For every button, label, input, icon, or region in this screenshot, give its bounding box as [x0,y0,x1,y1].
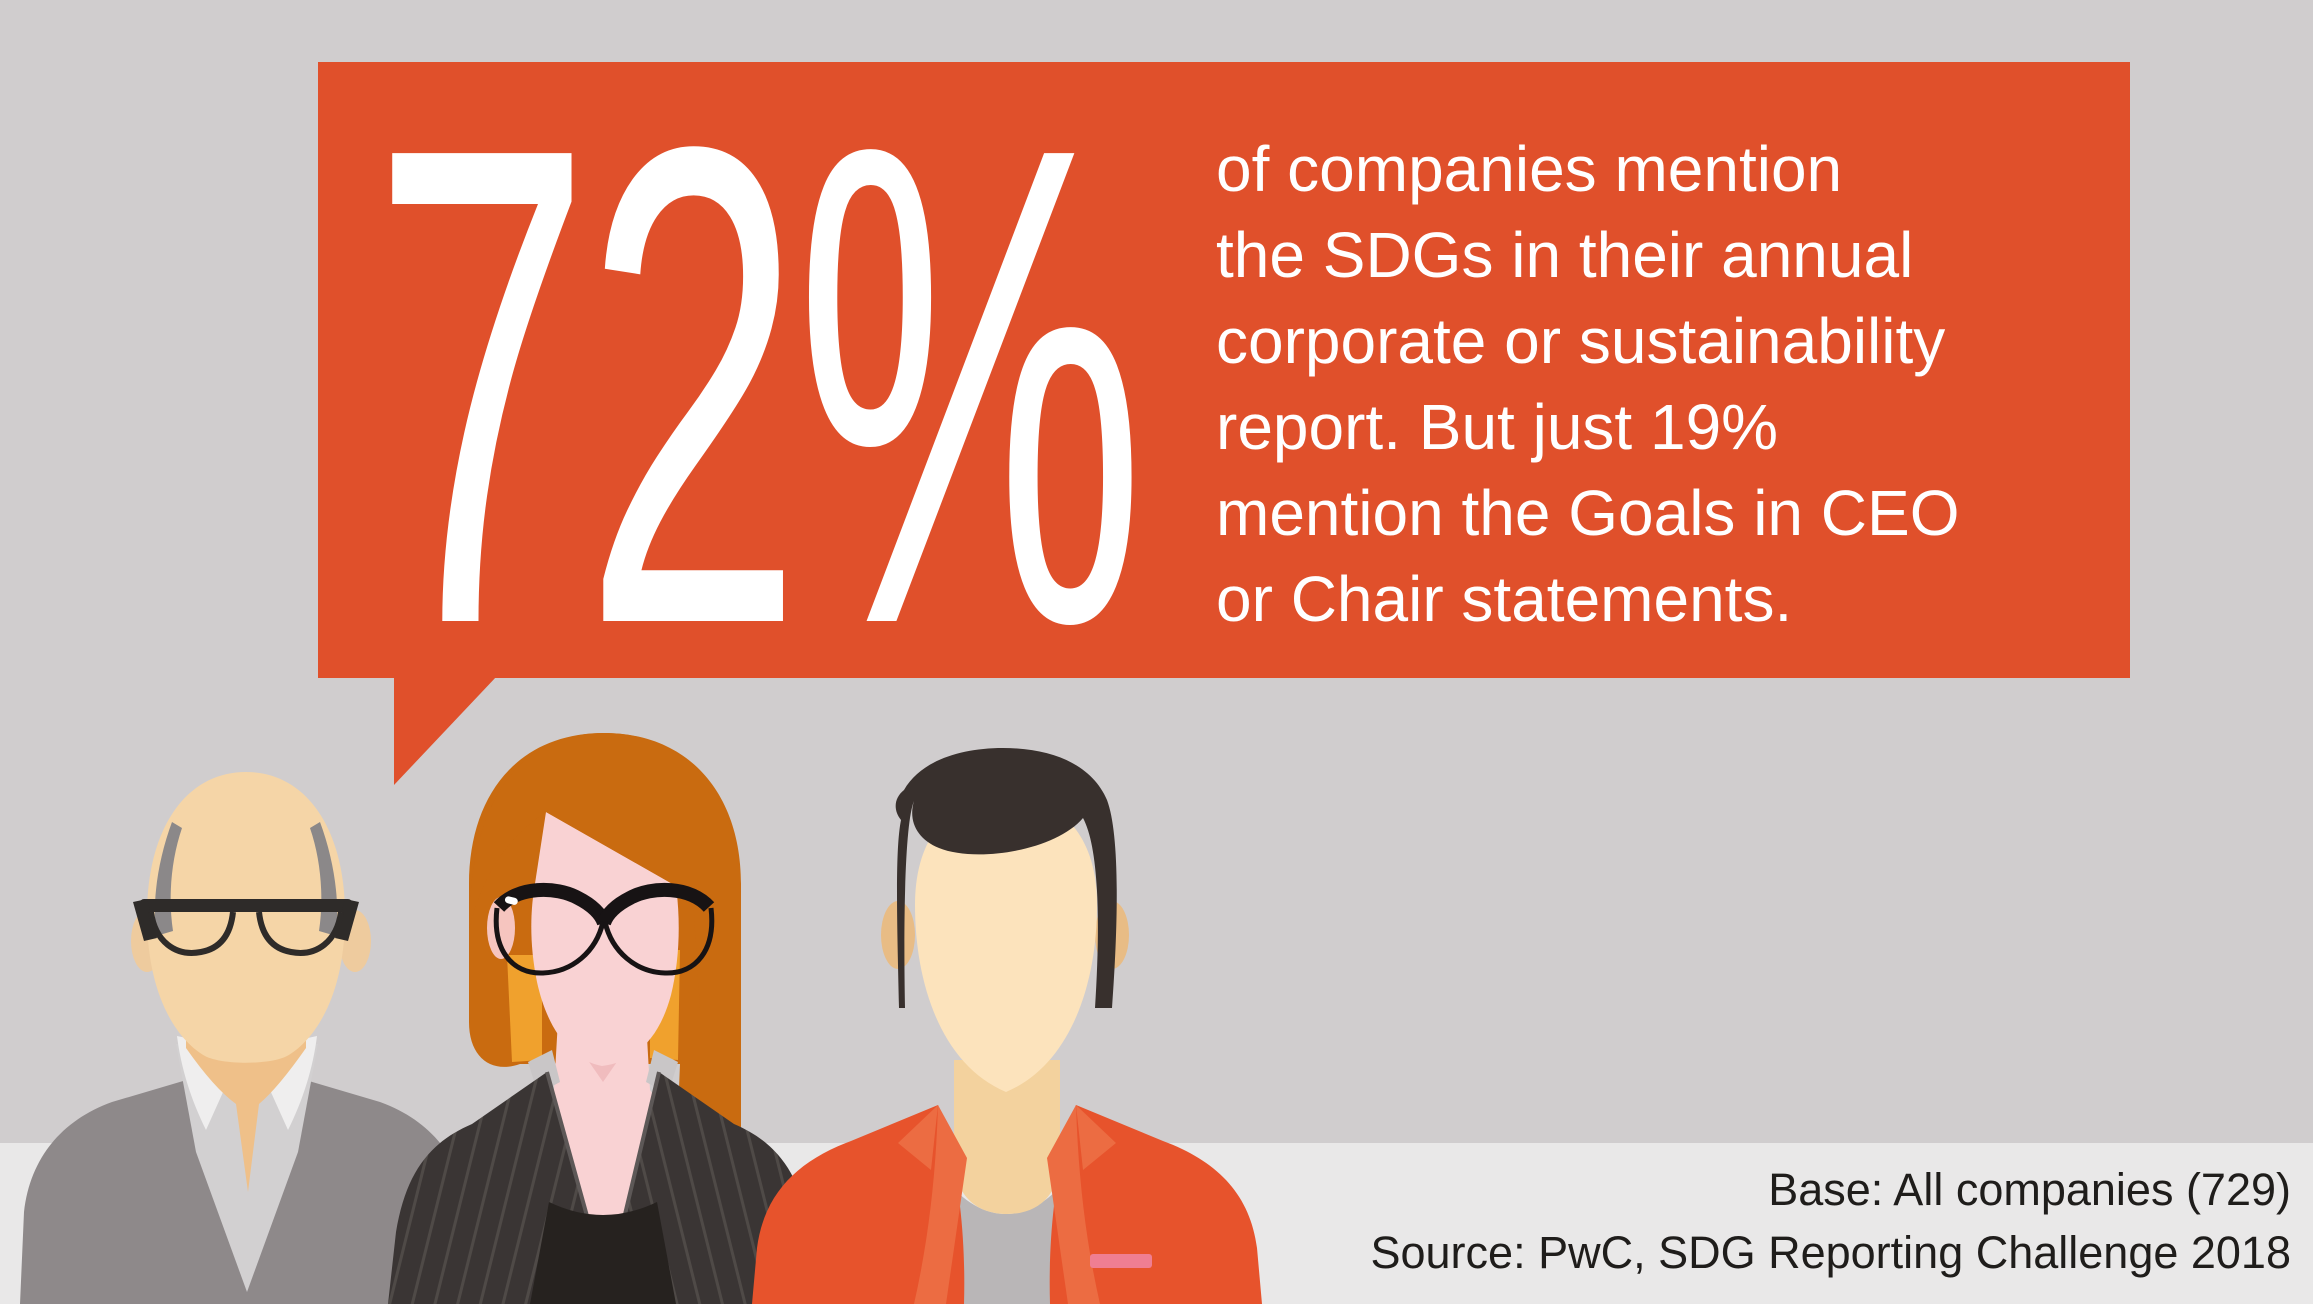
woman-glasses-lens-right [602,907,715,976]
speech-bubble [318,62,2130,785]
figure-woman [388,733,818,1304]
woman-face [531,812,679,1066]
younger-man-pocket-square [1090,1254,1152,1268]
woman-glasses-brow-left [493,882,611,926]
younger-man-face [915,797,1097,1092]
younger-man-jacket-left [752,1105,965,1304]
speech-bubble-tail [394,676,497,785]
younger-man-lapel-left [914,1105,967,1304]
older-man-glasses-temple-right [335,899,359,941]
stat-description-line: or Chair statements. [1216,563,1793,635]
footnote-base: Base: All companies (729) [1768,1164,2291,1215]
older-man-neck [186,1038,306,1192]
older-man-glasses-lens-right [256,911,344,956]
stat-description-line: report. But just 19% [1216,391,1779,463]
woman-glasses-highlight [504,896,518,905]
woman-glasses-brow-right [597,882,715,926]
woman-glasses-lens-left [493,907,606,976]
woman-hair-front [469,733,741,1010]
older-man-glasses-bar [140,899,352,912]
younger-man-lapel-notch-left [898,1105,938,1170]
footnote-source: Source: PwC, SDG Reporting Challenge 201… [1370,1227,2291,1278]
older-man-glasses [133,899,359,956]
footnote: Base: All companies (729) Source: PwC, S… [1370,1158,2291,1284]
stat-description-line: the SDGs in their annual [1216,219,1914,291]
woman-top [530,1202,676,1304]
figure-younger-man [752,748,1262,1304]
older-man-glasses-temple-left [133,899,157,941]
younger-man-lapel-right [1047,1105,1100,1304]
woman-ear [487,897,515,959]
stat-description-line: mention the Goals in CEO [1216,477,1960,549]
woman-hair-highlight-left [507,955,542,1062]
older-man-glasses-lens-left [148,911,236,956]
stat-description-line: of companies mention [1216,133,1843,205]
stat-description-line: corporate or sustainability [1216,305,1946,377]
stat-value: 72% [372,6,1146,766]
figure-older-man [20,772,472,1304]
younger-man-neck [954,1060,1060,1214]
older-man-head [147,772,345,1063]
stat-description: of companies mention the SDGs in their a… [1216,126,1959,642]
younger-man-hair [895,748,1117,1008]
speech-bubble-body [318,62,2130,678]
woman-glasses [493,882,715,976]
younger-man-lapel-notch-right [1076,1105,1116,1170]
